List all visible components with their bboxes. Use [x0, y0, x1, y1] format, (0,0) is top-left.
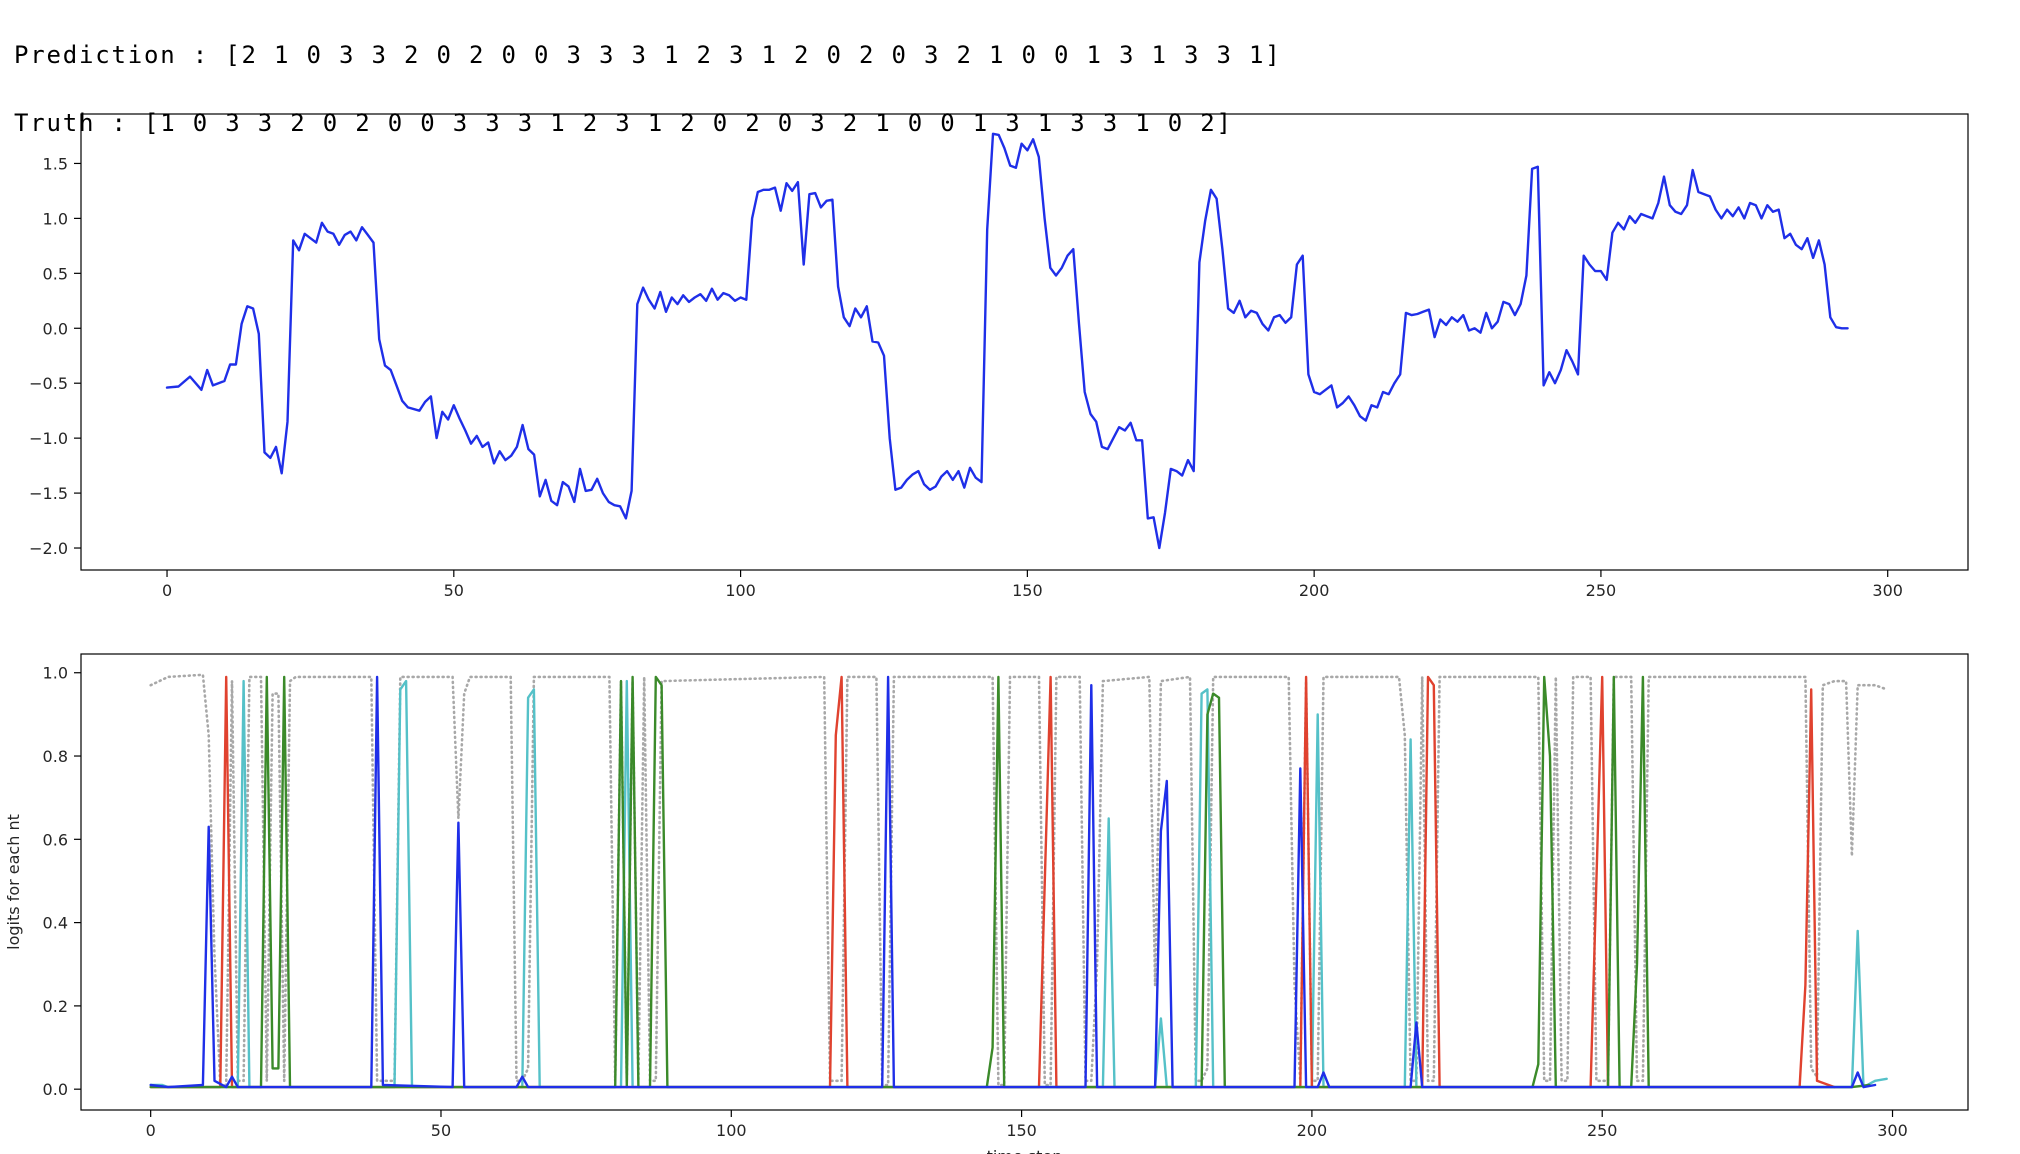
- truth-line: Truth : [1 0 3 3 2 0 2 0 0 3 3 3 1 2 3 1…: [14, 109, 1233, 137]
- x-tick-label-0: 250: [1586, 581, 1617, 600]
- truth-values: [1 0 3 3 2 0 2 0 0 3 3 3 1 2 3 1 2 0 2 0…: [144, 109, 1233, 137]
- y-tick-label-1: 0.8: [43, 747, 68, 766]
- series-line-1-1: [149, 679, 1888, 1089]
- y-tick-label-0: −2.0: [29, 539, 68, 558]
- x-tick-label-1: 50: [431, 1121, 451, 1140]
- y-tick-label-0: 0.0: [43, 319, 68, 338]
- y-tick-label-1: 0.2: [43, 997, 68, 1016]
- x-tick-label-1: 300: [1877, 1121, 1908, 1140]
- x-tick-label-1: 150: [1006, 1121, 1037, 1140]
- truth-label: Truth: [14, 109, 96, 137]
- y-tick-label-0: −1.5: [29, 484, 68, 503]
- y-axis-label-1: logits for each nt: [4, 814, 23, 950]
- x-tick-label-1: 200: [1297, 1121, 1328, 1140]
- series-line-0-0: [165, 132, 1849, 550]
- x-tick-label-0: 200: [1299, 581, 1330, 600]
- plot-frame-0: [80, 113, 1969, 571]
- y-tick-label-1: 0.4: [43, 914, 68, 933]
- prediction-values: [2 1 0 3 3 2 0 2 0 0 3 3 3 1 2 3 1 2 0 2…: [225, 41, 1282, 69]
- logits-chart: 0 50 100 150 200 250 300 0.0 0.2 0.4 0.6 0.8 1.0 logi…: [4, 653, 1969, 1154]
- y-tick-label-0: 1.5: [43, 154, 68, 173]
- x-tick-label-1: 250: [1587, 1121, 1618, 1140]
- y-tick-label-1: 1.0: [43, 664, 68, 683]
- x-tick-label-0: 0: [162, 581, 172, 600]
- y-tick-label-1: 0.6: [43, 830, 68, 849]
- x-tick-label-0: 150: [1012, 581, 1043, 600]
- y-tick-label-0: −1.0: [29, 429, 68, 448]
- y-tick-label-0: −0.5: [29, 374, 68, 393]
- y-tick-label-0: 0.5: [43, 264, 68, 283]
- x-axis-label-1: time step: [987, 1147, 1063, 1154]
- x-tick-label-1: 100: [716, 1121, 747, 1140]
- signal-chart: 0 50 100 150 200 250 300 −2.0 −1.5 −1.0 −0.5 0.0 0.5…: [29, 113, 1969, 600]
- x-tick-label-0: 50: [444, 581, 464, 600]
- y-tick-label-0: 1.0: [43, 209, 68, 228]
- x-tick-label-1: 0: [146, 1121, 156, 1140]
- prediction-label: Prediction: [14, 41, 177, 69]
- console-output: Prediction : [2 1 0 3 3 2 0 2 0 0 3 3 3 …: [14, 4, 1281, 174]
- x-tick-label-0: 100: [725, 581, 756, 600]
- series-line-1-0: [149, 673, 1888, 1087]
- series-line-1-4: [149, 675, 1877, 1089]
- y-tick-label-1: 0.0: [43, 1080, 68, 1099]
- x-tick-label-0: 300: [1872, 581, 1903, 600]
- prediction-line: Prediction : [2 1 0 3 3 2 0 2 0 0 3 3 3 …: [14, 41, 1282, 69]
- plot-frame-1: [80, 653, 1969, 1111]
